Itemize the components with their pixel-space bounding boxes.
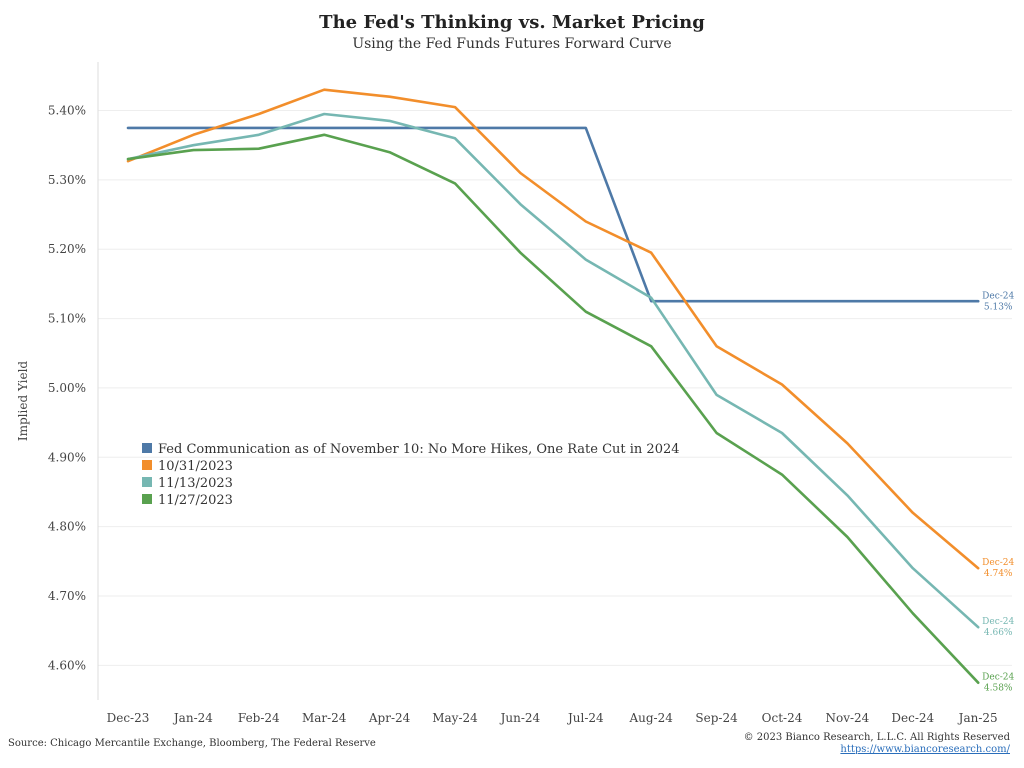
end-label-value: 4.58% [984,684,1013,694]
x-tick-label: Mar-24 [302,711,347,725]
x-tick-label: Nov-24 [825,711,869,725]
x-tick-label: Dec-23 [107,711,150,725]
legend-label: Fed Communication as of November 10: No … [158,442,680,457]
end-label-date: Dec-24 [982,673,1014,683]
series-line-3 [126,112,980,629]
legend-swatch [142,460,152,470]
source-note: Source: Chicago Mercantile Exchange, Blo… [8,738,376,749]
x-tick-label: Apr-24 [368,711,411,725]
x-tick-label: Jan-24 [172,711,213,725]
x-tick-label: Jul-24 [566,711,604,725]
end-label-date: Dec-24 [982,291,1014,301]
y-tick-label: 4.90% [48,450,86,464]
chart-subtitle: Using the Fed Funds Futures Forward Curv… [352,36,672,52]
y-axis-title: Implied Yield [16,361,30,442]
y-tick-label: 4.60% [48,658,86,672]
y-tick-label: 4.80% [48,520,86,534]
series-line-2 [126,88,980,570]
legend-label: 11/13/2023 [158,476,233,491]
legend-swatch [142,443,152,453]
y-tick-label: 5.40% [48,104,86,118]
legend-label: 11/27/2023 [158,493,233,508]
y-tick-label: 5.20% [48,242,86,256]
website-link[interactable]: https://www.biancoresearch.com/ [840,744,1010,755]
end-label-value: 5.13% [984,302,1013,312]
x-tick-label: Feb-24 [238,711,280,725]
end-label-value: 4.74% [984,569,1013,579]
x-tick-label: Jun-24 [499,711,541,725]
x-tick-label: Dec-24 [891,711,934,725]
end-label-date: Dec-24 [982,558,1014,568]
end-label-value: 4.66% [984,628,1013,638]
copyright-note: © 2023 Bianco Research, L.L.C. All Right… [743,732,1010,743]
legend-swatch [142,494,152,504]
series-line-4 [126,133,980,685]
y-tick-label: 5.30% [48,173,86,187]
x-tick-label: Oct-24 [762,711,803,725]
x-tick-label: Sep-24 [695,711,738,725]
chart-title: The Fed's Thinking vs. Market Pricing [319,12,705,33]
legend-label: 10/31/2023 [158,459,233,474]
series-line-1 [126,126,980,303]
end-label-date: Dec-24 [982,617,1014,627]
x-tick-label: Jan-25 [957,711,998,725]
x-tick-label: May-24 [432,711,478,725]
x-tick-label: Aug-24 [628,711,673,725]
y-tick-label: 4.70% [48,589,86,603]
y-tick-label: 5.10% [48,312,86,326]
y-tick-label: 5.00% [48,381,86,395]
legend-swatch [142,477,152,487]
